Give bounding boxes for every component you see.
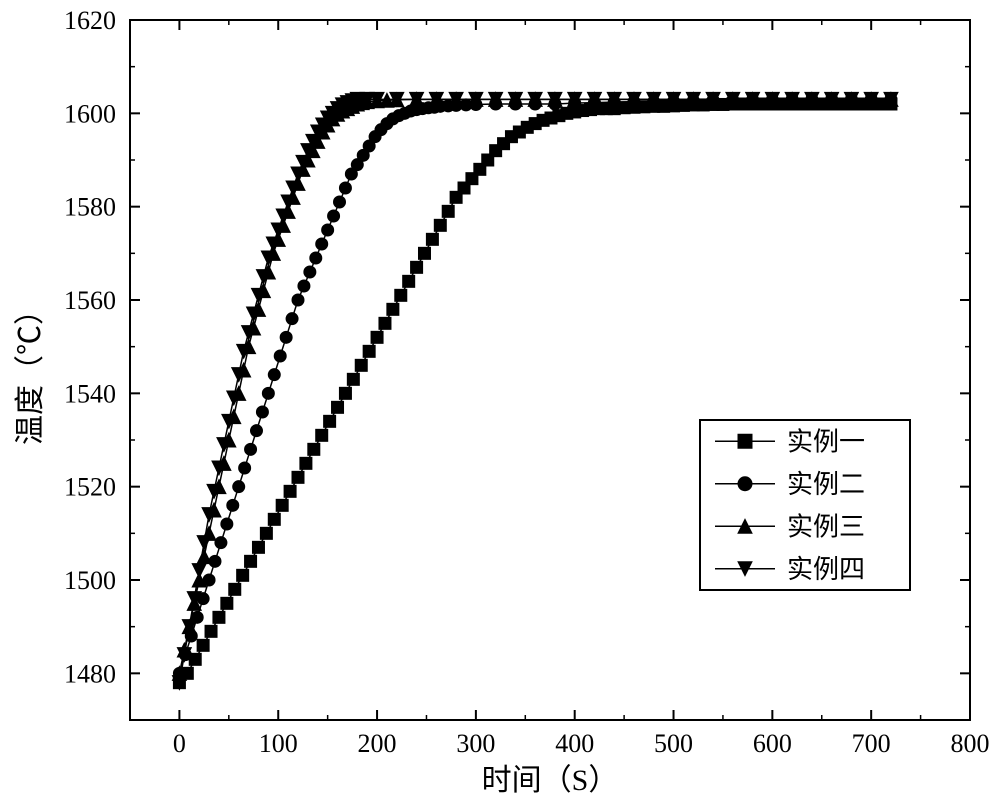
legend-label: 实例一	[787, 427, 865, 456]
series-marker-实例四	[197, 536, 211, 550]
x-tick-label: 700	[852, 729, 891, 758]
series-marker-实例一	[363, 345, 375, 357]
y-tick-label: 1620	[64, 6, 116, 35]
series-marker-实例二	[310, 252, 322, 264]
x-tick-label: 300	[456, 729, 495, 758]
series-marker-实例三	[197, 550, 211, 564]
series-line-实例一	[179, 104, 891, 683]
series-marker-实例一	[229, 583, 241, 595]
series-marker-实例一	[316, 429, 328, 441]
series-line-实例四	[179, 99, 891, 682]
legend-label: 实例三	[787, 512, 865, 541]
series-marker-实例二	[316, 238, 328, 250]
series-marker-实例二	[274, 350, 286, 362]
line-chart: 0 100 200 300 400 500 600 700 800 1480 1500 1520 154…	[0, 0, 1000, 812]
series-marker-实例二	[334, 196, 346, 208]
series-marker-实例一	[308, 443, 320, 455]
series-marker-实例二	[298, 280, 310, 292]
series-marker-实例一	[395, 289, 407, 301]
series-marker-实例一	[213, 611, 225, 623]
series-marker-实例一	[418, 247, 430, 259]
series-marker-实例二	[233, 481, 245, 493]
series-marker-实例二	[256, 406, 268, 418]
series-marker-实例一	[403, 275, 415, 287]
y-axis-title: 温度（℃）	[14, 295, 47, 445]
series-marker-实例二	[221, 518, 233, 530]
legend-marker	[738, 477, 752, 491]
y-tick-label: 1600	[64, 99, 116, 128]
x-tick-label: 100	[259, 729, 298, 758]
x-tick-label: 600	[753, 729, 792, 758]
series-marker-实例一	[245, 555, 257, 567]
series-marker-实例二	[286, 313, 298, 325]
series-marker-实例二	[304, 266, 316, 278]
series-marker-实例一	[411, 261, 423, 273]
series-marker-实例二	[292, 294, 304, 306]
x-tick-label: 200	[358, 729, 397, 758]
series-marker-实例二	[250, 425, 262, 437]
series-marker-实例二	[268, 369, 280, 381]
x-axis-title: 时间（S）	[482, 764, 619, 797]
series-marker-实例一	[276, 499, 288, 511]
series-marker-实例二	[280, 331, 292, 343]
series-line-实例二	[179, 99, 891, 673]
series-marker-实例一	[339, 387, 351, 399]
y-tick-label: 1580	[64, 193, 116, 222]
x-tick-label: 800	[951, 729, 990, 758]
series-marker-实例一	[332, 401, 344, 413]
series-line-实例三	[179, 99, 891, 673]
series-marker-实例一	[371, 331, 383, 343]
series-marker-实例一	[426, 233, 438, 245]
series-marker-实例一	[205, 625, 217, 637]
plot-border	[130, 20, 970, 720]
series-marker-实例二	[339, 182, 351, 194]
series-marker-实例二	[239, 462, 251, 474]
y-tick-label: 1480	[64, 659, 116, 688]
y-tick-label: 1560	[64, 286, 116, 315]
series-marker-实例一	[324, 415, 336, 427]
series-marker-实例一	[347, 373, 359, 385]
series-marker-实例二	[215, 537, 227, 549]
series-marker-实例二	[209, 555, 221, 567]
series-marker-实例二	[322, 224, 334, 236]
series-marker-实例二	[262, 387, 274, 399]
series-marker-实例一	[434, 219, 446, 231]
series-marker-实例一	[260, 527, 272, 539]
y-tick-label: 1540	[64, 379, 116, 408]
series-marker-实例一	[292, 471, 304, 483]
series-marker-实例一	[300, 457, 312, 469]
y-tick-label: 1520	[64, 473, 116, 502]
series-marker-实例二	[227, 499, 239, 511]
series-marker-实例一	[387, 303, 399, 315]
series-marker-实例一	[442, 205, 454, 217]
series-marker-实例一	[237, 569, 249, 581]
series-marker-实例一	[252, 541, 264, 553]
series-marker-实例一	[197, 639, 209, 651]
series-marker-实例二	[328, 210, 340, 222]
legend-label: 实例四	[787, 555, 865, 584]
series-marker-实例一	[379, 317, 391, 329]
x-tick-label: 500	[654, 729, 693, 758]
series-marker-实例一	[268, 513, 280, 525]
y-tick-label: 1500	[64, 566, 116, 595]
legend-label: 实例二	[787, 470, 865, 499]
x-tick-label: 400	[555, 729, 594, 758]
x-tick-label: 0	[173, 729, 186, 758]
chart-container: 0 100 200 300 400 500 600 700 800 1480 1500 1520 154…	[0, 0, 1000, 812]
series-marker-实例一	[221, 597, 233, 609]
series-marker-实例四	[192, 564, 206, 578]
series-marker-实例一	[355, 359, 367, 371]
series-marker-实例一	[284, 485, 296, 497]
series-marker-实例二	[245, 443, 257, 455]
legend-marker	[738, 434, 752, 448]
